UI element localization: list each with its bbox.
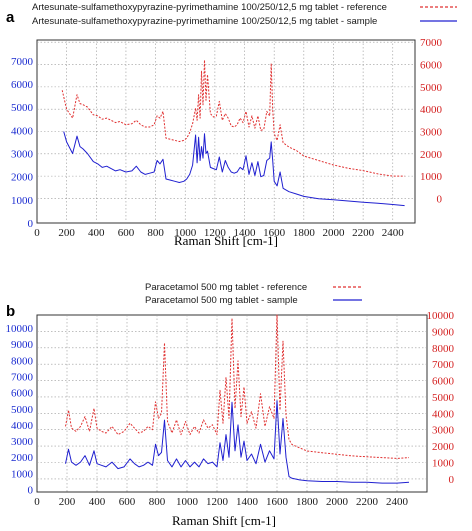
panel-a-right-tick-label: 3000	[420, 127, 443, 139]
panel-b-x-tick-label: 400	[89, 496, 106, 508]
panel-b-x-axis-ticks: 0 200 400 600 800 1000 1200 1400 1600 1800 2000 220…	[34, 496, 408, 508]
panel-b-x-tick-label: 2000	[326, 496, 349, 508]
panel-a-left-tick-label: 2000	[11, 172, 34, 184]
panel-b-x-tick-label: 1000	[176, 496, 199, 508]
panel-a-left-tick-label: 4000	[11, 125, 34, 137]
panel-b-x-tick-label: 1600	[266, 496, 289, 508]
panel-b-plot-frame	[36, 314, 428, 493]
panel-b-right-tick-label: 6000	[432, 376, 455, 388]
panel-b-right-tick-label: 5000	[432, 392, 455, 404]
panel-a-x-tick-label: 2000	[322, 227, 345, 239]
panel-b-right-tick-label: 0	[449, 474, 455, 486]
panel-a-letter: a	[6, 9, 15, 26]
panel-a-x-axis-ticks: 0 200 400 600 800 1000 1200 1400 1600 1800 2000 220…	[34, 227, 404, 239]
panel-a-x-tick-label: 2200	[352, 227, 375, 239]
panel-b-right-axis-ticks: 0 1000 2000 3000 4000 5000 6000 7000 8000 9000 100…	[427, 310, 455, 486]
panel-b-left-axis-ticks: 0 1000 2000 3000 4000 5000 6000 7000 8000 9000 100…	[6, 323, 34, 497]
panel-a-right-tick-label: 2000	[420, 149, 443, 161]
panel-a-x-tick-label: 1600	[263, 227, 286, 239]
panel-a-x-tick-label: 200	[58, 227, 75, 239]
panel-a-series-reference-line	[61, 59, 405, 177]
panel-a-x-tick-label: 1200	[204, 227, 227, 239]
panel-b-left-tick-label: 2000	[11, 452, 34, 464]
panel-b-x-tick-label: 1800	[296, 496, 319, 508]
panel-a: a Artesunate-sulfamethoxypyrazine-pyrime…	[6, 2, 457, 248]
panel-b-x-tick-label: 2200	[356, 496, 379, 508]
panel-b-x-tick-label: 2400	[386, 496, 409, 508]
panel-a-left-tick-label: 0	[28, 218, 34, 230]
panel-b-left-tick-label: 5000	[11, 404, 34, 416]
panel-a-left-tick-label: 6000	[11, 79, 34, 91]
panel-a-x-tick-label: 800	[147, 227, 164, 239]
panel-a-x-tick-label: 2400	[382, 227, 405, 239]
panel-b-right-tick-label: 4000	[432, 408, 455, 420]
panel-b-x-tick-label: 200	[59, 496, 76, 508]
panel-b-legend-sample-label: Paracetamol 500 mg tablet - sample	[145, 295, 298, 306]
panel-a-x-tick-label: 0	[34, 227, 40, 239]
panel-a-left-axis-ticks: 0 1000 2000 3000 4000 5000 6000 7000	[11, 56, 34, 230]
panel-a-x-tick-label: 1000	[174, 227, 197, 239]
panel-b-right-tick-label: 7000	[432, 359, 455, 371]
panel-b-left-tick-label: 4000	[11, 420, 34, 432]
panel-a-right-tick-label: 1000	[420, 171, 443, 183]
panel-a-left-tick-label: 1000	[11, 195, 34, 207]
panel-b-x-tick-label: 1200	[206, 496, 229, 508]
panel-b-right-tick-label: 2000	[432, 441, 455, 453]
panel-a-legend-sample-label: Artesunate-sulfamethoxypyrazine-pyrimeth…	[32, 16, 377, 27]
panel-a-left-tick-label: 5000	[11, 102, 34, 114]
panel-a-x-tick-label: 1400	[234, 227, 257, 239]
panel-b-right-tick-label: 10000	[427, 310, 455, 322]
panel-b-right-tick-label: 9000	[432, 326, 455, 338]
panel-a-grid	[37, 40, 415, 223]
panel-a-x-tick-label: 1800	[293, 227, 316, 239]
panel-b: b Paracetamol 500 mg tablet - reference …	[6, 282, 455, 528]
panel-a-x-axis-label: Raman Shift [cm-1]	[174, 233, 278, 248]
panel-b-series-sample-line	[65, 400, 410, 484]
panel-b-left-tick-label: 9000	[11, 339, 34, 351]
panel-b-left-tick-label: 0	[28, 485, 34, 497]
panel-a-right-axis-ticks: 0 1000 2000 3000 4000 5000 6000 7000	[420, 37, 443, 205]
panel-a-right-tick-label: 4000	[420, 104, 443, 116]
panel-b-legend-reference-label: Paracetamol 500 mg tablet - reference	[145, 282, 307, 293]
panel-b-x-tick-label: 0	[34, 496, 40, 508]
panel-a-right-tick-label: 0	[437, 193, 443, 205]
panel-b-left-tick-label: 3000	[11, 436, 34, 448]
panel-b-x-axis-label: Raman Shift [cm-1]	[172, 513, 276, 528]
panel-b-right-tick-label: 8000	[432, 343, 455, 355]
panel-b-x-tick-label: 1400	[236, 496, 259, 508]
panel-b-left-tick-label: 7000	[11, 371, 34, 383]
panel-a-left-tick-label: 7000	[11, 56, 34, 68]
panel-b-x-tick-label: 600	[119, 496, 136, 508]
panel-a-series	[61, 59, 405, 207]
panel-b-series	[65, 314, 410, 484]
panel-a-right-tick-label: 6000	[420, 60, 443, 72]
panel-b-left-tick-label: 10000	[6, 323, 34, 335]
panel-b-right-tick-label: 1000	[432, 458, 455, 470]
panel-b-left-tick-label: 8000	[11, 355, 34, 367]
panel-b-grid	[37, 315, 427, 492]
panel-a-right-tick-label: 7000	[420, 37, 443, 49]
panel-a-left-tick-label: 3000	[11, 149, 34, 161]
panel-a-legend-reference-label: Artesunate-sulfamethoxypyrazine-pyrimeth…	[32, 2, 387, 13]
panel-a-right-tick-label: 5000	[420, 82, 443, 94]
panel-b-right-tick-label: 3000	[432, 425, 455, 437]
panel-a-series-sample-line	[63, 131, 405, 207]
panel-a-x-tick-label: 400	[88, 227, 105, 239]
panel-a-x-tick-label: 600	[118, 227, 135, 239]
panel-b-x-tick-label: 800	[149, 496, 166, 508]
panel-b-letter: b	[6, 303, 15, 320]
panel-b-series-reference-line	[65, 314, 410, 459]
panel-b-left-tick-label: 6000	[11, 388, 34, 400]
panel-b-left-tick-label: 1000	[11, 468, 34, 480]
